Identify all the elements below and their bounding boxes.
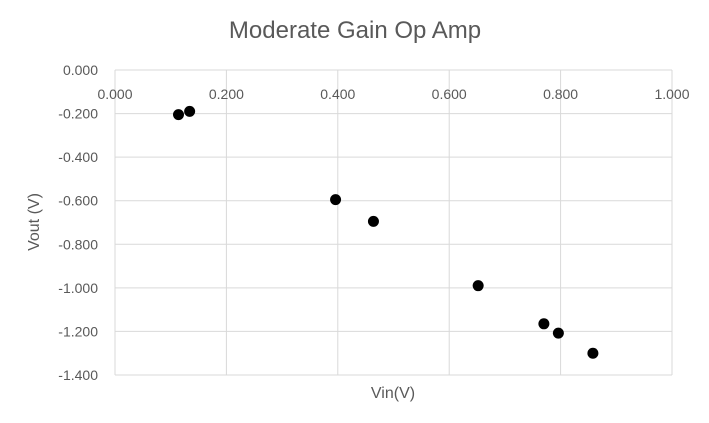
y-axis-title: Vout (V) — [26, 193, 43, 251]
y-tick-label: 0.000 — [63, 62, 98, 78]
x-tick-label: 0.200 — [209, 86, 244, 102]
data-point — [172, 109, 184, 121]
x-tick-label: 0.600 — [432, 86, 467, 102]
x-tick-label: 1.000 — [654, 86, 689, 102]
y-tick-label: -0.400 — [58, 149, 98, 165]
grid — [114, 69, 673, 376]
y-tick-label: -0.600 — [58, 193, 98, 209]
data-point — [367, 215, 379, 227]
y-tick-labels: 0.000 -0.200 -0.400 -0.600 -0.800 -1.000 -1.20… — [58, 62, 98, 383]
data-point — [472, 280, 484, 292]
x-tick-label: 0.800 — [543, 86, 578, 102]
data-point — [552, 327, 564, 339]
x-tick-labels: 0.000 0.200 0.400 0.600 0.800 1.000 — [97, 86, 689, 102]
x-tick-label: 0.400 — [320, 86, 355, 102]
y-tick-label: -0.200 — [58, 106, 98, 122]
data-point — [538, 318, 550, 330]
chart-title: Moderate Gain Op Amp — [229, 17, 481, 44]
x-axis-title: Vin(V) — [371, 385, 415, 402]
y-tick-label: -0.800 — [58, 236, 98, 252]
x-tick-label: 0.000 — [97, 86, 132, 102]
data-point — [184, 105, 196, 117]
data-point — [587, 347, 599, 359]
y-tick-label: -1.400 — [58, 367, 98, 383]
y-tick-label: -1.200 — [58, 323, 98, 339]
y-tick-label: -1.000 — [58, 280, 98, 296]
data-point — [330, 194, 342, 206]
data-points — [172, 105, 599, 359]
